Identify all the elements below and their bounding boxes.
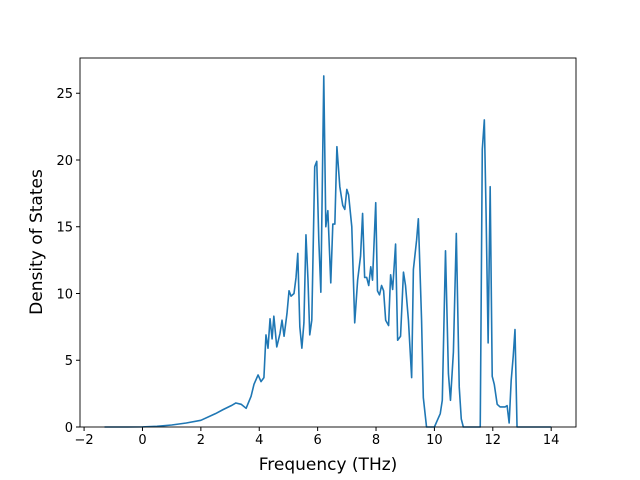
- x-tick-label: 6: [313, 433, 321, 448]
- y-tick-label: 5: [65, 354, 73, 369]
- x-tick-label: 0: [138, 433, 146, 448]
- line-series: [104, 75, 552, 428]
- x-tick-label: 8: [372, 433, 380, 448]
- x-tick-label: 12: [485, 433, 502, 448]
- y-tick-label: 20: [56, 154, 73, 169]
- y-axis-title: Density of States: [27, 169, 47, 315]
- y-tick-label: 10: [56, 287, 73, 302]
- y-tick-label: 25: [56, 87, 73, 102]
- y-tick-label: 15: [56, 221, 73, 236]
- x-axis-title: Frequency (THz): [259, 455, 398, 475]
- x-tick-label: 2: [197, 433, 205, 448]
- x-tick-label: −2: [75, 433, 94, 448]
- x-tick-label: 4: [255, 433, 263, 448]
- y-tick-label: 0: [65, 421, 73, 436]
- x-tick-label: 14: [543, 433, 560, 448]
- x-tick-label: 10: [426, 433, 443, 448]
- plot-frame: [79, 57, 577, 428]
